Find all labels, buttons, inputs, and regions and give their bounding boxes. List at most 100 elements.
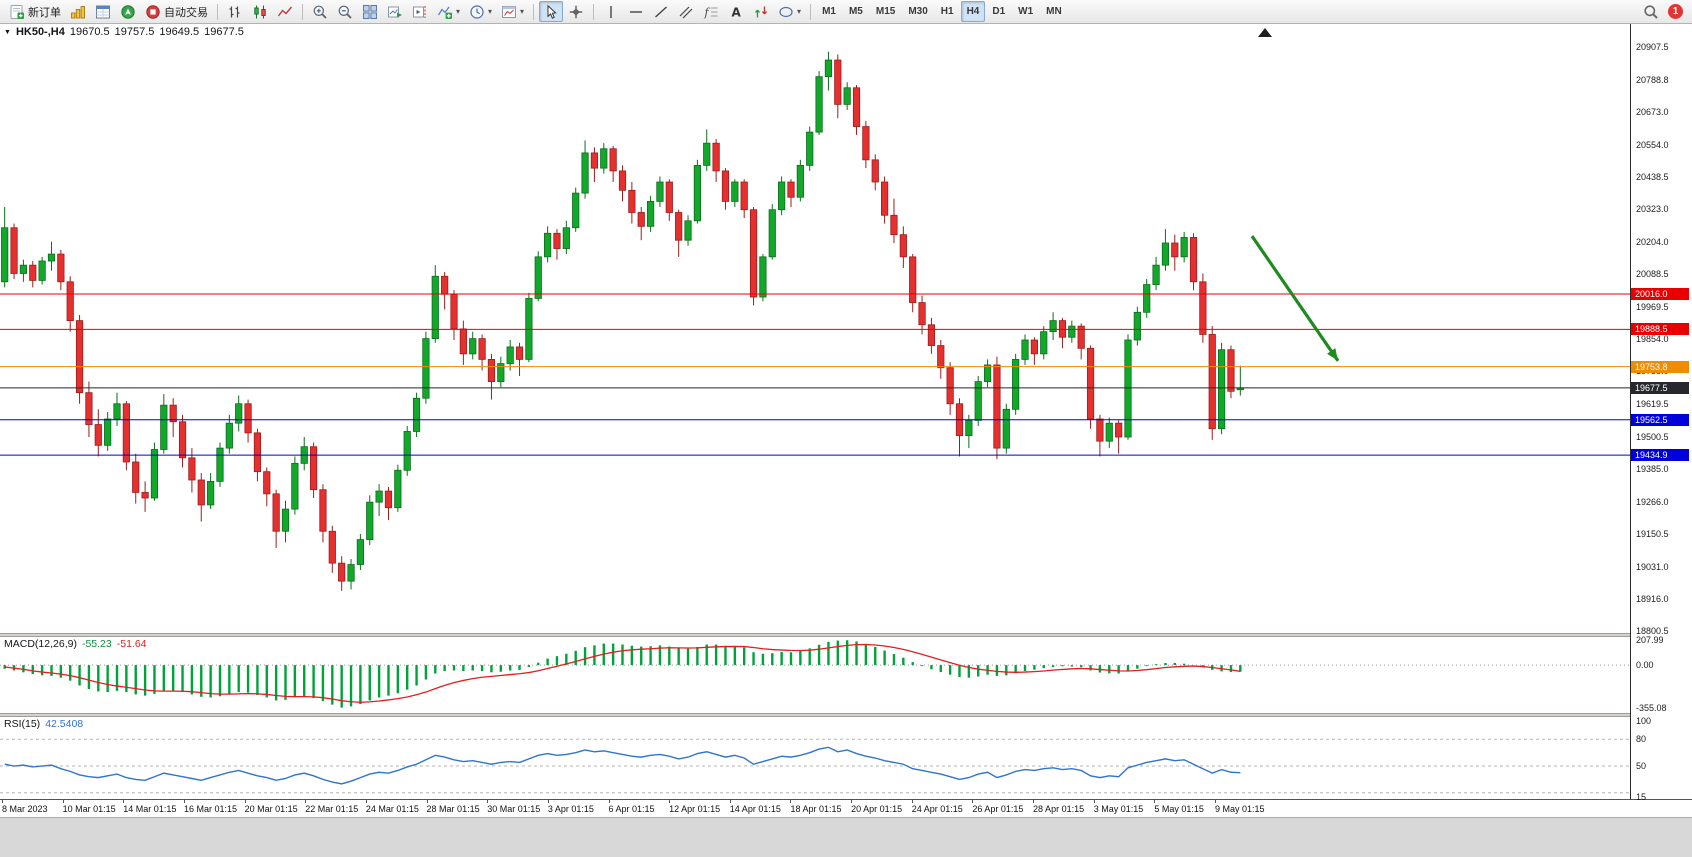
timeframe-button-m30[interactable]: M30 — [902, 1, 933, 22]
text-tool-button[interactable]: A — [724, 1, 748, 22]
cursor-tool-button[interactable] — [539, 1, 564, 22]
rsi-header: RSI(15) 42.5408 — [4, 718, 83, 730]
chart-menu-icon[interactable]: ▼ — [4, 28, 11, 36]
price-tick-label: 19385.0 — [1636, 463, 1669, 474]
svg-text:A: A — [732, 5, 742, 19]
chart-shift-marker[interactable] — [1258, 28, 1272, 37]
macd-chart-canvas[interactable] — [0, 637, 1630, 713]
notification-badge[interactable]: 1 — [1668, 4, 1683, 19]
time-label: 22 Mar 01:15 — [305, 804, 359, 814]
arrow-annotation[interactable] — [1250, 235, 1340, 362]
auto-scroll-button[interactable] — [383, 1, 407, 22]
price-tick-label: 20088.5 — [1636, 268, 1669, 279]
price-badge: 19562.5 — [1631, 413, 1689, 426]
timeframe-button-h1[interactable]: H1 — [935, 1, 960, 22]
rsi-tick-label: 100 — [1636, 716, 1652, 727]
price-badge: 20016.0 — [1631, 287, 1689, 300]
macd-header: MACD(12,26,9) -55.23 -51.64 — [4, 638, 147, 650]
timeframe-button-d1[interactable]: D1 — [986, 1, 1011, 22]
templates-button[interactable]: ▾ — [497, 1, 528, 22]
rsi-tick-label: 80 — [1636, 734, 1647, 745]
cursor-icon — [547, 4, 557, 19]
time-tick — [669, 800, 671, 803]
chart-header: ▼ HK50-,H4 19670.5 19757.5 19649.5 19677… — [4, 26, 244, 38]
time-label: 3 Apr 01:15 — [547, 804, 594, 814]
market-watch-button[interactable] — [91, 1, 115, 22]
price-tick-label: 18800.5 — [1636, 625, 1669, 636]
arrows-tool-button[interactable] — [749, 1, 773, 22]
tile-windows-button[interactable] — [358, 1, 382, 22]
timeframe-button-m1[interactable]: M1 — [816, 1, 842, 22]
crosshair-tool-button[interactable] — [564, 1, 588, 22]
new-order-button[interactable]: 新订单 — [5, 1, 65, 22]
price-tick-label: 20673.0 — [1636, 106, 1669, 117]
horizontal-line-tool-button[interactable] — [624, 1, 648, 22]
price-tick-label: 20907.5 — [1636, 41, 1669, 52]
time-tick — [183, 800, 185, 803]
panel-splitter[interactable] — [0, 633, 1692, 637]
timeframe-button-m15[interactable]: M15 — [870, 1, 901, 22]
time-tick — [1215, 800, 1216, 803]
zoom-out-button[interactable] — [333, 1, 357, 22]
time-label: 6 Apr 01:15 — [608, 804, 655, 814]
arrows-icon — [755, 6, 768, 17]
price-scale[interactable]: 20907.5 20788.8 20673.0 20554.0 20438.5 20323… — [1630, 24, 1692, 803]
time-tick — [305, 800, 307, 803]
rsi-tick-label: 15 — [1636, 792, 1647, 803]
line-chart-type-button[interactable] — [273, 1, 297, 22]
time-label: 30 Mar 01:15 — [487, 804, 541, 814]
panel-splitter[interactable] — [0, 713, 1692, 717]
price-tick-label: 19854.0 — [1636, 333, 1669, 344]
charts-profile-button[interactable] — [66, 1, 90, 22]
navigator-icon — [121, 4, 135, 19]
timeframe-button-mn[interactable]: MN — [1040, 1, 1068, 22]
price-tick-label: 20788.8 — [1636, 74, 1669, 85]
zoom-out-icon — [338, 5, 352, 19]
periods-button[interactable]: ▾ — [465, 1, 496, 22]
trendline-tool-button[interactable] — [649, 1, 673, 22]
search-button[interactable] — [1639, 1, 1663, 22]
indicators-button[interactable]: ▾ — [433, 1, 464, 22]
price-tick-label: 19969.5 — [1636, 301, 1669, 312]
toolbar-separator — [810, 3, 812, 20]
channel-tool-button[interactable] — [674, 1, 698, 22]
time-tick — [1033, 800, 1035, 803]
rsi-line — [4, 746, 1241, 785]
rsi-chart-canvas[interactable] — [0, 717, 1630, 799]
chart-shift-button[interactable] — [408, 1, 432, 22]
new-order-icon — [10, 4, 24, 19]
price-badge: 19434.9 — [1631, 449, 1689, 462]
macd-main-value: -55.23 — [81, 638, 112, 650]
rsi-label: RSI(15) — [4, 718, 41, 730]
candlestick-series — [1, 51, 1244, 591]
price-chart-canvas[interactable] — [0, 24, 1630, 633]
price-badge: 19888.5 — [1631, 323, 1689, 336]
text-icon: A — [732, 5, 742, 19]
bar-chart-type-button[interactable] — [223, 1, 247, 22]
ohlc-close: 19677.5 — [204, 26, 244, 38]
auto-trading-button[interactable]: 自动交易 — [141, 1, 212, 22]
vertical-line-tool-button[interactable] — [599, 1, 623, 22]
timeframe-button-w1[interactable]: W1 — [1012, 1, 1039, 22]
auto-scroll-icon — [388, 6, 402, 17]
time-axis[interactable]: 8 Mar 2023 10 Mar 01:15 14 Mar 01:15 16 Mar… — [0, 799, 1692, 817]
ohlc-open: 19670.5 — [69, 26, 110, 38]
line-chart-icon — [277, 6, 293, 16]
charts-profile-icon — [71, 5, 86, 18]
shapes-tool-button[interactable]: ▾ — [774, 1, 805, 22]
indicators-add-icon — [437, 6, 452, 19]
timeframe-button-h4[interactable]: H4 — [960, 1, 986, 22]
fibonacci-tool-button[interactable]: f — [699, 1, 723, 22]
zoom-in-button[interactable] — [308, 1, 332, 22]
symbol-period-label: HK50-,H4 — [15, 26, 65, 38]
svg-text:f: f — [704, 6, 711, 19]
time-label: 3 May 01:15 — [1093, 804, 1144, 814]
price-badge: 19677.5 — [1631, 381, 1689, 394]
vertical-line-icon — [610, 5, 612, 18]
navigator-button[interactable] — [116, 1, 140, 22]
time-tick — [2, 800, 3, 803]
timeframe-button-m5[interactable]: M5 — [843, 1, 869, 22]
candlestick-chart-type-button[interactable] — [248, 1, 272, 22]
main-price-panel: ▼ HK50-,H4 19670.5 19757.5 19649.5 19677… — [0, 24, 1630, 633]
chart-shift-icon — [413, 5, 426, 18]
